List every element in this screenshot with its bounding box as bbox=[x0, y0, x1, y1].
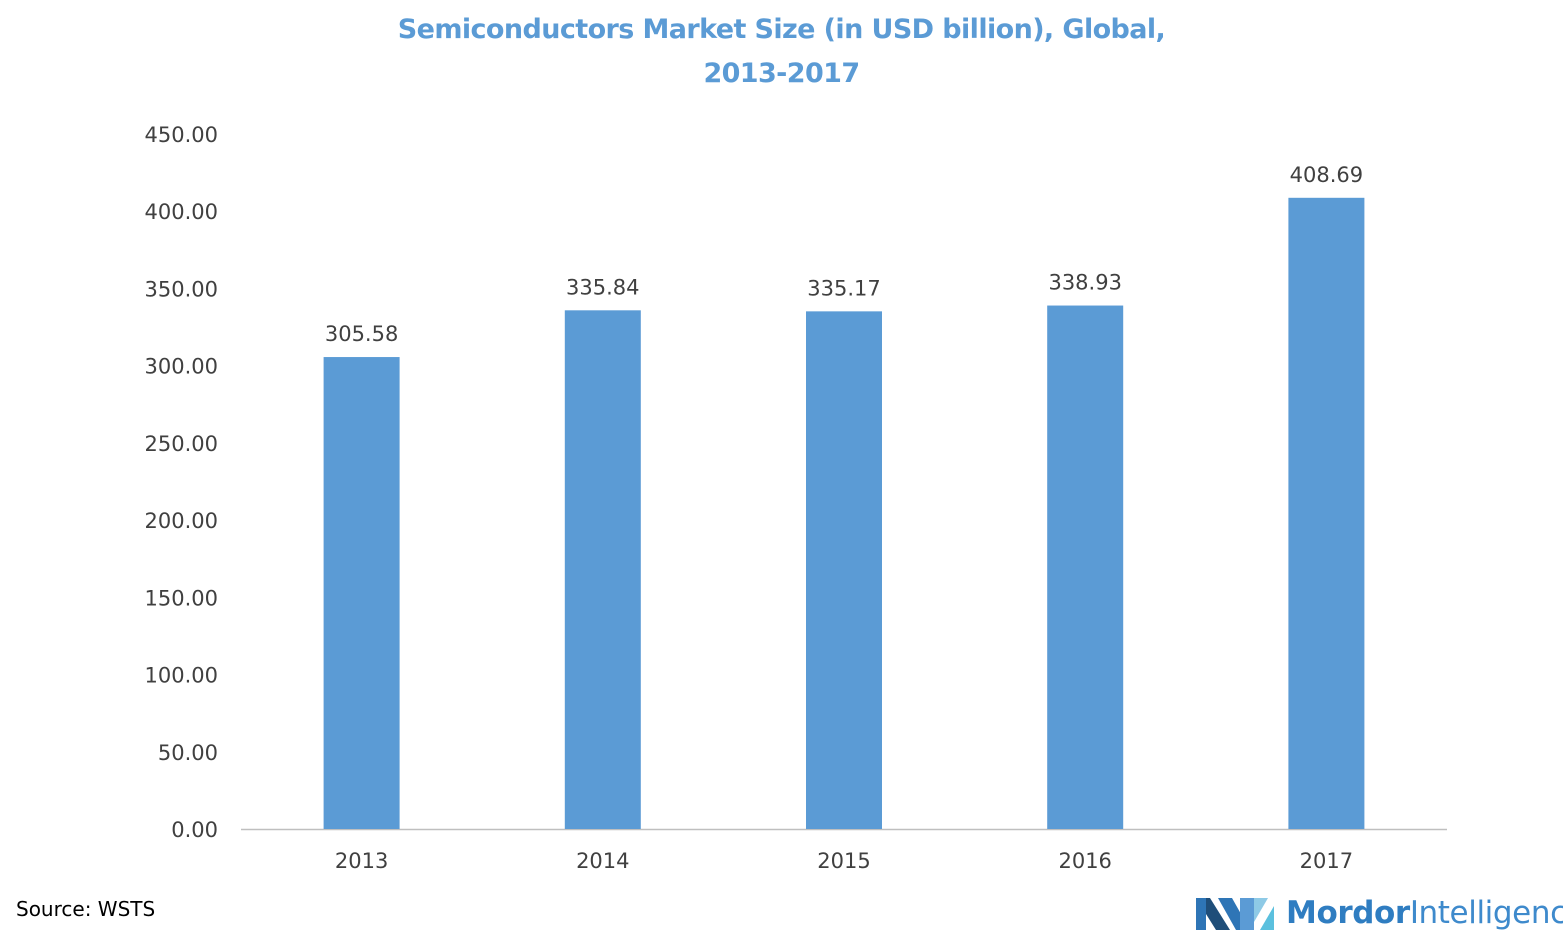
chart-title-line-2: 2013-2017 bbox=[703, 58, 860, 89]
brand-name: MordorIntelligence bbox=[1286, 895, 1563, 931]
data-label: 335.84 bbox=[566, 275, 639, 299]
brand-logo: MordorIntelligence bbox=[1196, 892, 1563, 936]
data-label: 338.93 bbox=[1048, 271, 1121, 295]
data-label: 305.58 bbox=[325, 322, 398, 346]
brand-name-bold: Mordor bbox=[1286, 895, 1410, 931]
y-tick-label: 50.00 bbox=[158, 741, 218, 765]
bar bbox=[323, 357, 400, 829]
data-label: 408.69 bbox=[1290, 163, 1363, 187]
chart-title: Semiconductors Market Size (in USD billi… bbox=[0, 8, 1563, 96]
bar bbox=[806, 311, 882, 830]
y-tick-label: 350.00 bbox=[145, 277, 218, 301]
x-tick-label: 2017 bbox=[1300, 849, 1353, 873]
x-tick-label: 2015 bbox=[817, 849, 870, 873]
y-tick-label: 450.00 bbox=[145, 123, 218, 147]
x-tick-label: 2016 bbox=[1058, 849, 1111, 873]
mordor-logo-icon bbox=[1196, 898, 1274, 930]
y-tick-label: 300.00 bbox=[145, 355, 218, 379]
y-tick-label: 100.00 bbox=[145, 664, 218, 688]
bar bbox=[564, 310, 641, 829]
x-tick-label: 2013 bbox=[335, 849, 388, 873]
data-label: 335.17 bbox=[807, 276, 880, 300]
y-tick-label: 200.00 bbox=[145, 509, 218, 533]
source-note: Source: WSTS bbox=[16, 897, 156, 921]
y-tick-label: 400.00 bbox=[145, 200, 218, 224]
bar bbox=[1047, 305, 1124, 829]
chart-title-line-1: Semiconductors Market Size (in USD billi… bbox=[397, 14, 1166, 45]
x-tick-label: 2014 bbox=[576, 849, 629, 873]
y-tick-label: 250.00 bbox=[145, 432, 218, 456]
brand-name-light: Intelligence bbox=[1409, 895, 1563, 931]
y-tick-label: 0.00 bbox=[171, 818, 218, 842]
y-tick-label: 150.00 bbox=[145, 586, 218, 610]
bar bbox=[1288, 197, 1365, 829]
